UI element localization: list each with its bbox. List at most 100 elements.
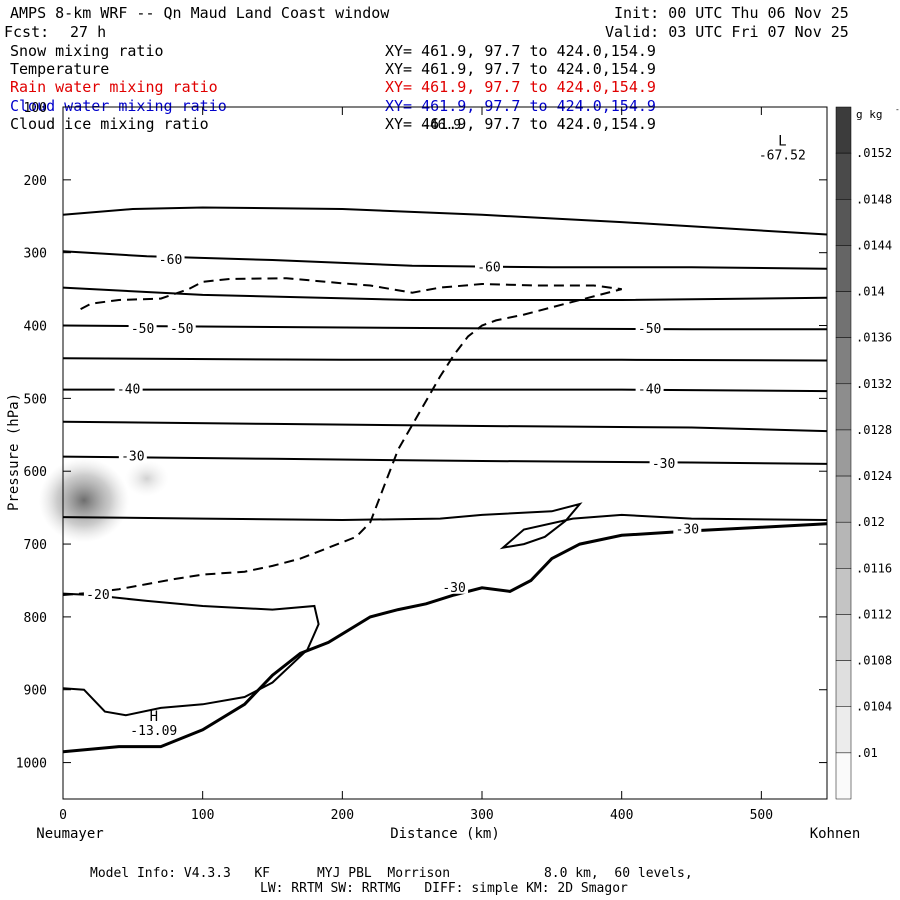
init-time: Init: 00 UTC Thu 06 Nov 25	[614, 4, 849, 22]
isotherm--25	[62, 502, 828, 550]
y-tick-label: 500	[24, 392, 47, 407]
extremum-L-value: -67.52	[759, 149, 806, 164]
field-name-cloud-ice: Cloud ice mixing ratio	[10, 115, 209, 133]
field-xy-cloud-ice: XY= 461.9, 97.7 to 424.0,154.9	[385, 115, 656, 133]
colorbar-swatch	[835, 291, 852, 338]
label-bg	[635, 321, 664, 336]
temperature-label: -20	[86, 588, 109, 603]
x-tick-label: 0	[59, 808, 67, 823]
contour-label-layer: -60 -60 -50 -50 -50 -40 -40 -30 -30 -30 -30 -20 L-67…	[83, 134, 806, 739]
label-bg	[114, 381, 143, 396]
colorbar-swatch	[835, 429, 852, 477]
temperature-label: -50	[638, 322, 661, 337]
y-tick-label: 700	[24, 538, 47, 553]
label-bg	[83, 587, 112, 602]
colorbar-label: .0144	[856, 238, 892, 252]
y-tick-label: 900	[24, 684, 47, 699]
model-info-line1: Model Info: V4.3.3 KF MYJ PBL Morrison 8…	[90, 866, 693, 881]
label-bg	[118, 448, 147, 463]
colorbar-swatch	[835, 752, 852, 800]
temperature-label: -50	[131, 322, 154, 337]
isotherm--40	[63, 388, 828, 393]
axes-layer: 100 200 300 400 500 600 700 800 900 1000 0 100 200 30…	[6, 101, 860, 842]
colorbar-unit-exponent: -1	[895, 105, 900, 114]
chart-title: AMPS 8-km WRF -- Qn Maud Land Coast wind…	[10, 4, 390, 22]
terrain-layer	[62, 522, 828, 754]
x-tick-label: 400	[610, 808, 633, 823]
y-tick-label: 100	[24, 101, 47, 116]
y-tick-label: 800	[24, 611, 47, 626]
isotherm--20	[62, 592, 320, 717]
overlap-value: -46.9	[422, 118, 462, 133]
field-xy-temperature: XY= 461.9, 97.7 to 424.0,154.9	[385, 60, 656, 78]
plot-frame	[62, 106, 828, 800]
temperature-label: -40	[638, 383, 661, 398]
isotherm--30	[62, 455, 828, 465]
dashed-contour-layer	[62, 277, 622, 596]
colorbar-swatch	[835, 152, 852, 200]
isotherm--50	[62, 324, 827, 331]
y-tick-label: 600	[24, 465, 47, 480]
isotherm--70	[62, 206, 828, 236]
label-bg	[474, 259, 503, 274]
ice-shading-blob	[38, 458, 129, 543]
colorbar-swatch	[835, 660, 852, 707]
x-tick-label: 200	[331, 808, 354, 823]
temperature-label: -50	[170, 322, 193, 337]
extremum-H-marker: H	[150, 709, 158, 725]
x-tick-label: 300	[470, 808, 493, 823]
colorbar-label: .0112	[856, 607, 892, 621]
colorbar-swatch	[835, 614, 852, 661]
colorbar-label: .014	[856, 285, 885, 299]
colorbar-unit: g kg	[856, 108, 883, 121]
field-name-snow: Snow mixing ratio	[10, 42, 164, 60]
fcst-value: 27 h	[70, 23, 107, 41]
x-axis-label: Distance (km)	[390, 826, 500, 842]
isotherm--35	[62, 420, 828, 433]
y-tick-label: 1000	[16, 757, 47, 772]
extremum-L-marker: L	[778, 134, 786, 150]
isotherm--45	[62, 357, 828, 362]
colorbar-label: .01	[856, 746, 878, 760]
ice-shading-blob	[124, 460, 169, 497]
isotherm--60	[62, 250, 828, 270]
temperature-label: -60	[477, 260, 500, 275]
colorbar-label: .0148	[856, 192, 892, 206]
field-xy-snow: XY= 461.9, 97.7 to 424.0,154.9	[385, 42, 656, 60]
fcst-label: Fcst:	[4, 23, 50, 41]
colorbar-label: .0108	[856, 654, 892, 668]
terrain-surface	[62, 522, 828, 754]
label-bg	[635, 381, 664, 396]
colorbar-label: .0104	[856, 700, 892, 714]
field-xy-cloud-water: XY= 461.9, 97.7 to 424.0,154.9	[385, 97, 656, 115]
y-tick-label: 400	[24, 320, 47, 335]
label-bg	[167, 321, 196, 336]
colorbar-label: .012	[856, 515, 885, 529]
colorbar: .0152 .0148 .0144 .014 .0136 .0132 .0128 .0124.…	[835, 105, 900, 800]
valid-time: Valid: 03 UTC Fri 07 Nov 25	[605, 23, 849, 41]
field-name-rain: Rain water mixing ratio	[10, 78, 218, 96]
isotherm--55	[62, 286, 828, 301]
extremum-H-value: -13.09	[130, 724, 177, 739]
field-name-cloud-water: Cloud water mixing ratio	[10, 97, 227, 115]
y-tick-label: 200	[24, 174, 47, 189]
temperature-label: -30	[442, 581, 465, 596]
colorbar-swatch	[835, 199, 852, 246]
model-info-line2: LW: RRTM SW: RRTMG DIFF: simple KM: 2D S…	[260, 881, 628, 896]
temperature-label: -30	[121, 450, 144, 465]
label-bg	[440, 579, 469, 594]
colorbar-label: .0128	[856, 423, 892, 437]
label-bg	[673, 521, 702, 536]
temperature-label: -40	[117, 383, 140, 398]
colorbar-swatch	[835, 106, 852, 154]
shading-layer	[38, 458, 169, 543]
colorbar-swatch	[835, 475, 852, 523]
temperature-label: -60	[159, 253, 182, 268]
x-end-label-right: Kohnen	[810, 826, 861, 842]
dashed-contour	[62, 277, 622, 596]
colorbar-swatch	[835, 521, 852, 569]
colorbar-label: .0124	[856, 469, 892, 483]
colorbar-label: .0152	[856, 146, 892, 160]
colorbar-label: .0132	[856, 377, 892, 391]
colorbar-label: .0136	[856, 331, 892, 345]
